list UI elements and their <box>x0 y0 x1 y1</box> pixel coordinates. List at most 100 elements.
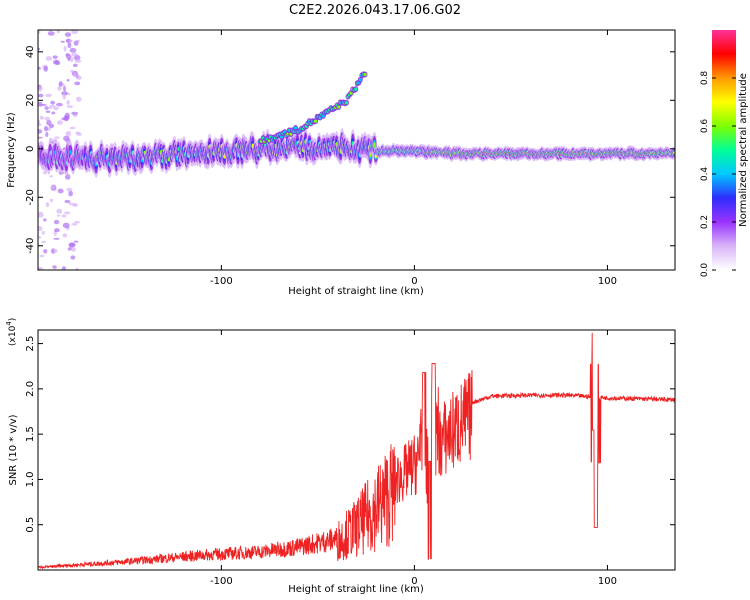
snr-ytick-label: 0.5 <box>25 517 36 533</box>
spectrogram-noise-mark <box>70 69 74 73</box>
spectrogram-noise-mark <box>57 85 62 91</box>
spectrogram-noise-mark <box>45 132 49 138</box>
spectrogram-noise-mark <box>49 198 54 203</box>
spectrogram-noise-mark <box>66 100 70 105</box>
spectrogram-noise-mark <box>53 237 60 240</box>
spectrogram-noise-mark <box>43 218 47 222</box>
colorbar-tick-label: 0.4 <box>700 167 710 182</box>
spectrogram-branch-mark <box>358 78 362 82</box>
spectrogram-noise-mark <box>52 265 57 269</box>
spectrogram-noise-mark <box>39 254 45 258</box>
spectrogram-noise-mark <box>51 185 55 190</box>
snr-multiplier: (x104) <box>5 318 18 346</box>
spectrogram-ridge-mark <box>69 150 72 155</box>
spectrogram-noise-mark <box>50 100 55 105</box>
spectrogram-noise-mark <box>45 56 52 61</box>
spectrogram-noise-mark <box>61 91 68 96</box>
colorbar-tick-label: 0.8 <box>700 71 710 86</box>
snr-frame <box>37 329 676 571</box>
spectrogram-noise-mark <box>61 214 67 218</box>
spectrogram-noise-mark <box>42 170 48 175</box>
spectrogram-noise-mark <box>62 222 70 229</box>
snr-xtick-label: 100 <box>598 576 617 587</box>
spectrogram-noise-mark <box>75 267 79 270</box>
spectrogram-panel: -100 0 100 -40 -20 0 20 40 Height of straight l… <box>6 29 676 297</box>
spectrogram-ylabel: Frequency (Hz) <box>6 112 17 188</box>
spectrogram-noise-mark <box>70 56 74 63</box>
spectrogram-noise-mark <box>38 30 41 34</box>
spectrogram-noise-mark <box>69 126 76 130</box>
colorbar-tick-label: 0.2 <box>700 215 710 229</box>
spectrogram-noise-mark <box>74 81 81 86</box>
spectrogram-noise-mark <box>45 202 50 208</box>
spectrogram-noise-mark <box>56 214 61 217</box>
spectrogram-image <box>38 30 675 270</box>
spectrogram-branch-mark <box>313 119 318 123</box>
figure-title: C2E2.2026.043.17.06.G02 <box>289 3 461 18</box>
spectrogram-noise-mark <box>43 248 48 254</box>
spectrogram-branch-mark <box>344 101 349 105</box>
spectrogram-noise-mark <box>38 211 44 218</box>
spectrogram-noise-mark <box>53 219 60 225</box>
spectrogram-noise-mark <box>62 85 67 92</box>
colorbar-label: Normalized spectral amplitude <box>738 73 749 227</box>
spectrogram-noise-mark <box>53 249 58 253</box>
spectrogram-noise-mark <box>38 47 41 51</box>
spectrogram-noise-mark <box>38 119 41 125</box>
spectrogram-xtick-label: 100 <box>598 276 617 287</box>
spectrogram-noise-mark <box>38 129 43 134</box>
spectrogram-noise-mark <box>63 45 67 52</box>
spectrogram-ytick-label: 40 <box>25 45 36 58</box>
spectrogram-noise-mark <box>68 190 73 197</box>
snr-ytick-label: 1.5 <box>25 426 36 442</box>
spectrogram-noise-mark <box>68 39 73 43</box>
spectrogram-xlabel: Height of straight line (km) <box>288 286 424 297</box>
spectrogram-noise-mark <box>76 96 82 102</box>
spectrogram-noise-mark <box>76 75 82 80</box>
spectrogram-noise-mark <box>65 54 72 59</box>
spectrogram-noise-mark <box>41 240 47 243</box>
spectrogram-ytick-label: -40 <box>25 238 36 254</box>
spectrogram-noise-mark <box>54 228 60 233</box>
spectrogram-noise-mark <box>49 175 53 178</box>
spectrogram-noise-mark <box>38 66 41 70</box>
snr-ytick-label: 1.0 <box>25 471 36 487</box>
spectrogram-branch-mark <box>354 87 358 91</box>
spectrogram-noise-mark <box>47 31 55 36</box>
spectrogram-noise-mark <box>74 59 82 63</box>
spectrogram-noise-mark <box>51 111 56 115</box>
spectrogram-noise-mark <box>57 188 64 194</box>
spectrogram-ytick-label: 20 <box>25 94 36 107</box>
colorbar-ticks: 0.0 0.2 0.4 0.6 0.8 <box>700 71 736 277</box>
spectrogram-noise-mark <box>39 115 45 120</box>
colorbar-tick-label: 0.6 <box>700 119 710 134</box>
spectrogram-branch-mark <box>363 72 367 77</box>
spectrogram-noise-mark <box>71 111 79 115</box>
spectrogram-noise-mark <box>72 72 77 77</box>
spectrogram-noise-mark <box>44 106 49 110</box>
colorbar: 0.0 0.2 0.4 0.6 0.8 Normalized spectral ampl… <box>700 30 749 277</box>
spectrogram-noise-mark <box>38 226 43 232</box>
snr-ytick-label: 2.5 <box>25 336 36 352</box>
spectrogram-noise-mark <box>68 242 76 247</box>
spectrogram-noise-mark <box>44 116 50 121</box>
snr-ytick-label: 2.0 <box>25 381 36 397</box>
spectrogram-noise-mark <box>43 65 49 72</box>
snr-panel: -100 0 100 0.5 1.0 1.5 2.0 2.5 Height of straig… <box>5 318 676 595</box>
spectrogram-noise-mark <box>56 30 61 34</box>
spectrogram-noise-mark <box>45 110 51 113</box>
spectrogram-branch-mark <box>293 126 298 130</box>
spectrogram-noise-mark <box>75 131 81 135</box>
spectrogram-noise-mark <box>56 208 63 214</box>
spectrogram-noise-mark <box>66 187 73 192</box>
snr-axes: -100 0 100 0.5 1.0 1.5 2.0 2.5 <box>25 330 675 587</box>
spectrogram-noise-mark <box>48 30 52 33</box>
spectrogram-noise-mark <box>63 211 71 215</box>
spectrogram-noise-mark <box>47 106 53 109</box>
spectrogram-noise-mark <box>69 47 77 53</box>
spectrogram-noise-mark <box>38 236 42 239</box>
spectrogram-noise-mark <box>54 136 60 139</box>
spectrogram-noise-mark <box>44 125 48 132</box>
spectrogram-noise-mark <box>66 105 74 108</box>
